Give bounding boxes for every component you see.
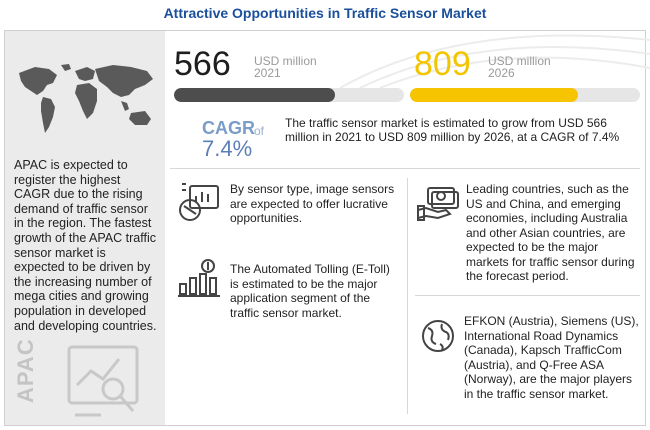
content-frame	[4, 30, 646, 426]
market-value-2021: 566	[174, 45, 231, 83]
market-year-2026: 2026	[488, 66, 515, 80]
image-sensor-icon	[179, 183, 219, 221]
divider	[407, 178, 408, 414]
decorative-arcs	[340, 34, 650, 89]
market-value-2026: 809	[414, 45, 471, 83]
cagr-value: 7.4%	[202, 136, 253, 161]
world-map-icon	[19, 64, 153, 133]
divider	[415, 295, 640, 296]
insight-application: The Automated Tolling (E-Toll) is estima…	[230, 262, 390, 320]
money-hand-icon	[417, 187, 459, 221]
apac-description: APAC is expected to register the highest…	[14, 158, 157, 333]
market-unit-2021: USD million	[254, 54, 317, 68]
toll-growth-icon	[178, 259, 220, 297]
insight-countries: Leading countries, such as the US and Ch…	[466, 182, 635, 283]
market-bar-2026	[410, 88, 640, 102]
market-bar-2021	[174, 88, 404, 102]
market-bar-2021-fill	[174, 88, 335, 102]
analytics-chart-icon	[67, 345, 139, 417]
globe-icon	[422, 320, 454, 352]
cagr-description: The traffic sensor market is estimated t…	[285, 116, 620, 144]
cagr-of: of	[254, 124, 265, 138]
cagr-label: CAGR	[202, 118, 255, 138]
insight-players: EFKON (Austria), Siemens (US), Internati…	[464, 314, 639, 401]
apac-panel: APAC is expected to register the highest…	[5, 31, 165, 425]
market-year-2021: 2021	[254, 66, 281, 80]
market-bar-2026-fill	[410, 88, 578, 102]
insight-sensor-type: By sensor type, image sensors are expect…	[230, 182, 395, 225]
apac-watermark: APAC	[13, 338, 38, 403]
page-title: Attractive Opportunities in Traffic Sens…	[163, 5, 487, 21]
market-unit-2026: USD million	[488, 54, 551, 68]
divider	[170, 168, 640, 169]
